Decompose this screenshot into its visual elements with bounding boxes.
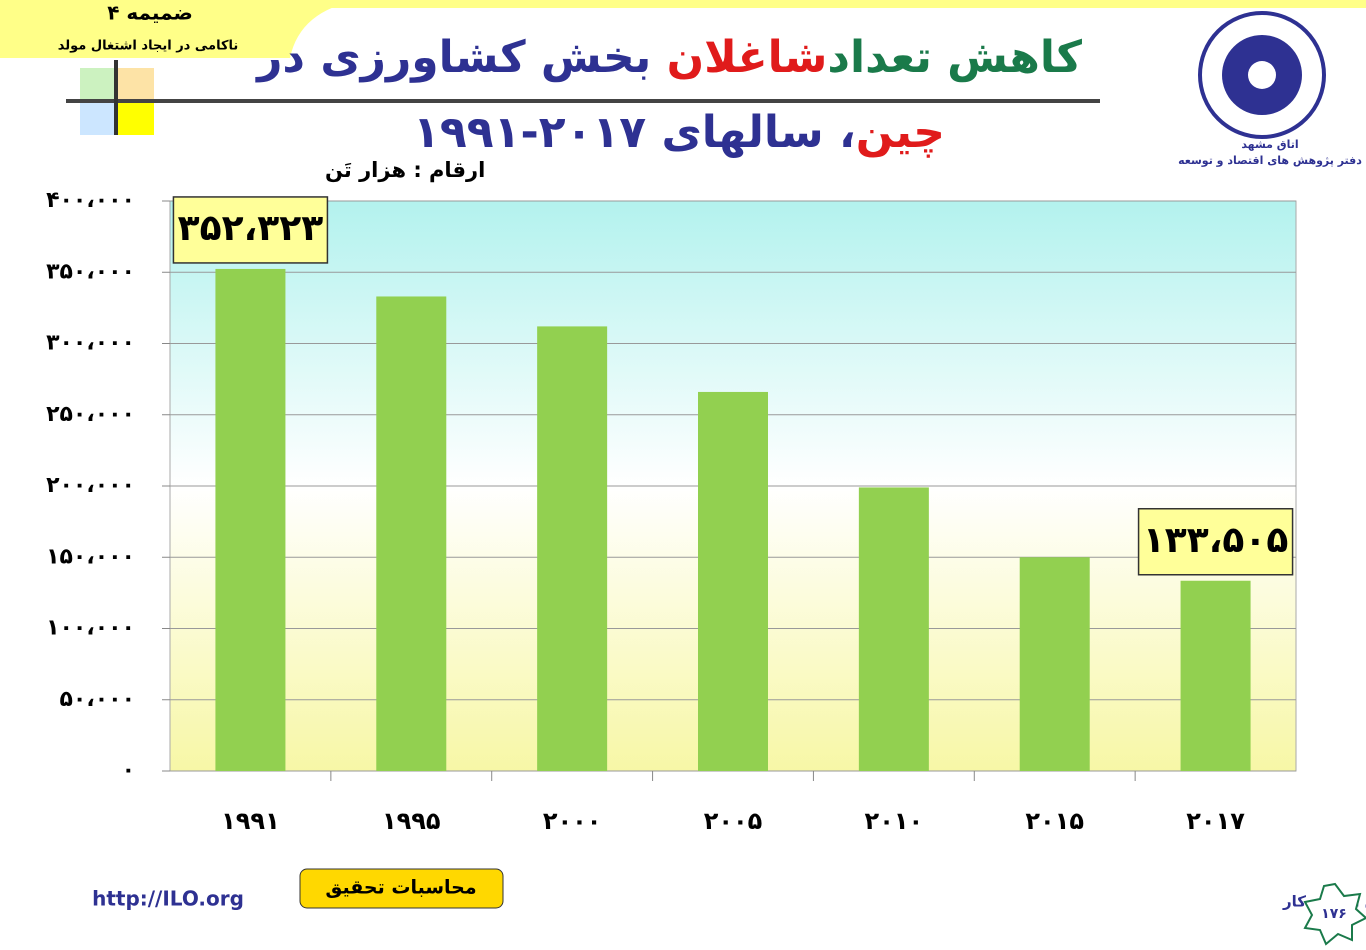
x-tick-label: ۲۰۰۰ [543,807,602,835]
y-tick-label: ۵۰،۰۰۰ [60,687,136,712]
y-tick-label: ۳۰۰،۰۰۰ [46,331,135,356]
note-button-label: محاسبات تحقیق [325,877,476,899]
value-label-box [172,196,329,264]
title-part: شاغلان [667,32,828,83]
y-tick-label: ۱۵۰،۰۰۰ [46,544,135,569]
page-badge [1303,882,1366,946]
note-button [299,868,504,909]
title-part: کاهش تعداد [827,32,1082,83]
logo-caption: دفتر پژوهش های اقتصاد و توسعه [1178,154,1362,167]
bar [858,487,929,771]
y-tick-label: ۴۰۰،۰۰۰ [46,188,135,213]
bar [698,391,768,771]
bar [1019,557,1090,771]
appendix-subtitle: ناکامی در ایجاد اشتغال مولد [58,39,239,54]
page-number: ۱۷۶ [1321,906,1347,922]
x-tick-label: ۲۰۱۵ [1025,807,1084,835]
top-strip [0,0,1366,8]
title-line-2: چین، سالهای ۲۰۱۷-۱۹۹۱ [413,107,945,158]
title-part: چین [856,107,945,158]
chart: ۰ ۵۰،۰۰۰ ۱۰۰،۰۰۰ ۱۵۰،۰۰۰ ۲۰۰،۰۰۰ ۲۵۰،۰۰۰ ۳۰۰،۰… [46,188,1296,835]
deco [80,68,116,102]
x-tick-label: ۱۹۹۱ [221,807,280,835]
logo [1198,11,1326,139]
title-part: بخش کشاورزی در [255,32,667,83]
appendix: ضمیمه ۴ [107,1,193,25]
x-tick-label: ۱۹۹۵ [382,807,441,835]
source-url: http://ILO.org [92,887,244,911]
y-tick-label: ۲۰۰،۰۰۰ [46,473,135,498]
logo-center [1248,61,1276,89]
y-tick-label: ۲۵۰،۰۰۰ [46,402,135,427]
deco [80,103,116,135]
value-label-box [1137,508,1294,576]
title-line-1: کاهش تعدادشاغلان بخش کشاورزی در [255,32,1082,83]
title-part: ، سالهای ۲۰۱۷-۱۹۹۱ [413,107,856,158]
unit-label: ارقام : هزار تَن [325,158,485,182]
bar [376,296,447,771]
y-tick-label: ۰ [122,758,135,783]
value-label: ۱۳۳،۵۰۵ [1143,520,1289,561]
value-label: ۳۵۲،۳۲۳ [178,208,324,249]
x-tick-label: ۲۰۱۰ [865,807,924,835]
logo-caption: اتاق مشهد [1241,138,1298,151]
deco [118,68,154,102]
bar [537,326,608,771]
x-tick-label: ۲۰۱۷ [1186,807,1245,835]
bar [215,268,286,771]
y-tick-label: ۱۰۰،۰۰۰ [46,616,135,641]
bar [1180,580,1251,771]
x-tick-label: ۲۰۰۵ [704,807,763,835]
corner-tab [0,0,360,58]
y-tick-label: ۳۵۰،۰۰۰ [46,259,135,284]
deco [118,103,154,135]
